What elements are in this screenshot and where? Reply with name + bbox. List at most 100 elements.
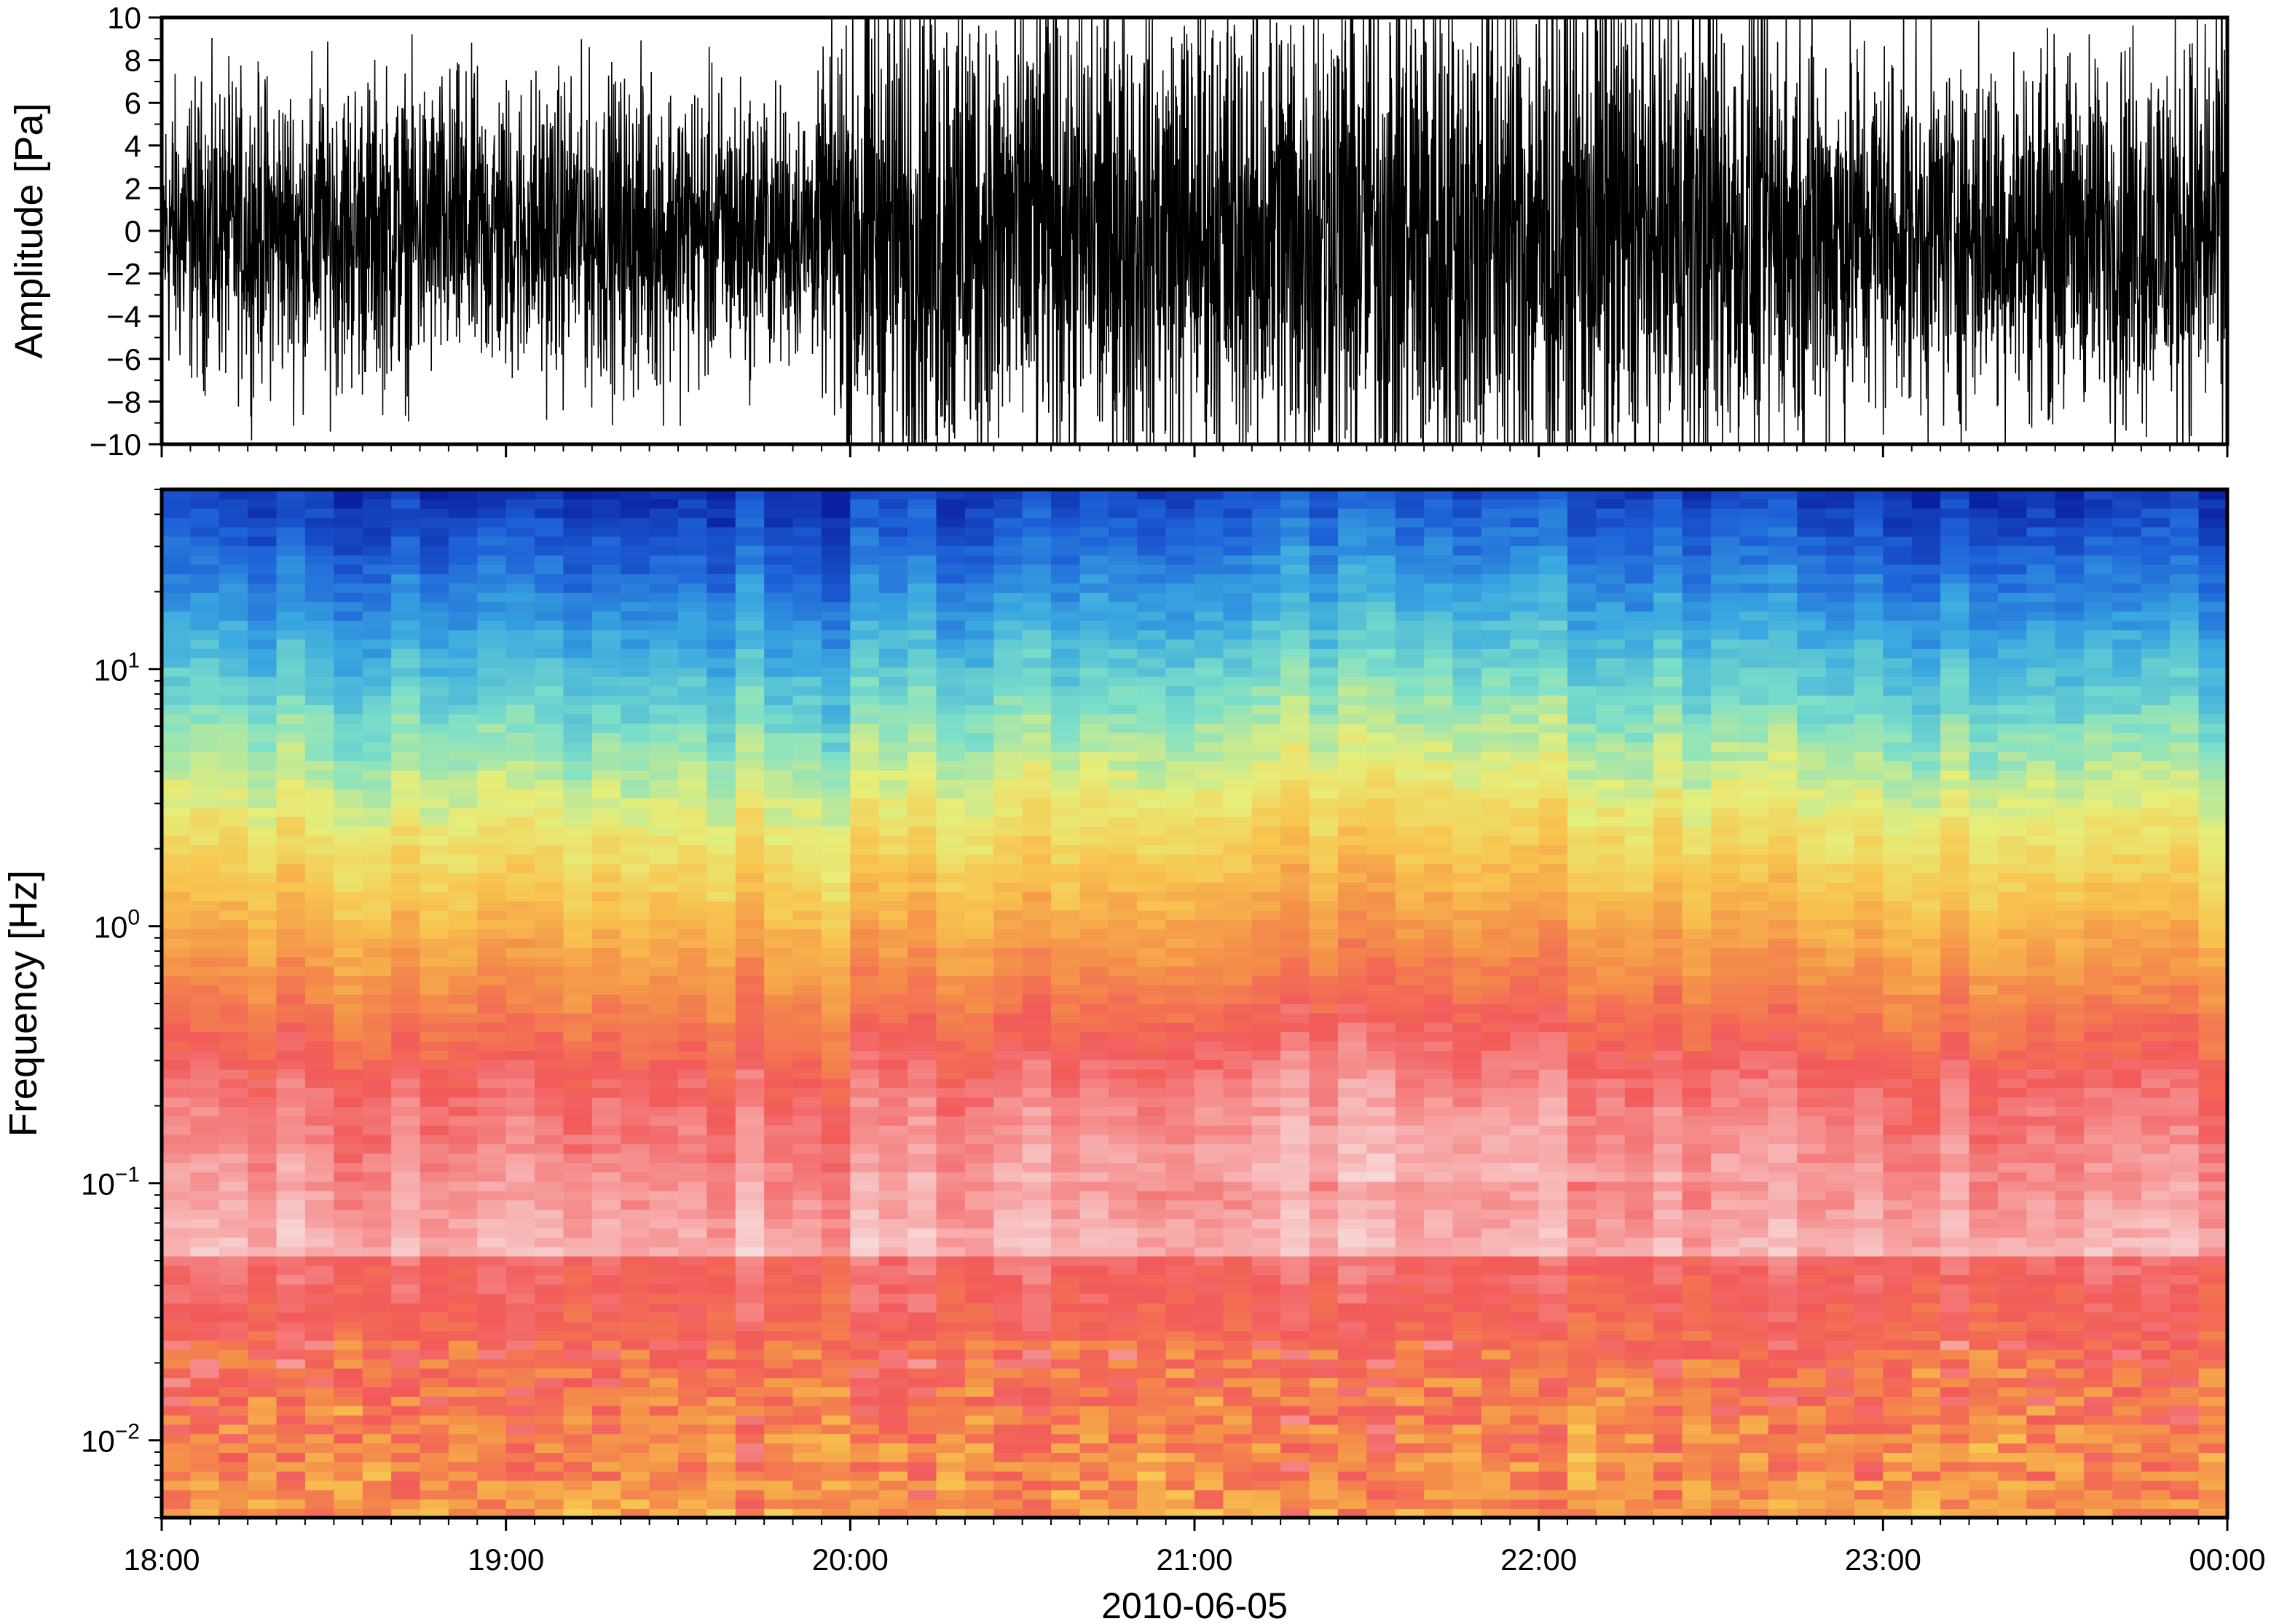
- spectrogram-cell: [964, 863, 995, 874]
- spectrogram-cell: [621, 620, 650, 631]
- spectrogram-cell: [591, 1499, 622, 1509]
- spectrogram-cell: [821, 666, 851, 677]
- spectrogram-cell: [535, 714, 564, 724]
- spectrogram-cell: [1309, 714, 1339, 724]
- spectrogram-cell: [1051, 1302, 1081, 1313]
- spectrogram-cell: [964, 1489, 995, 1500]
- spectrogram-cell: [649, 1284, 679, 1294]
- spectrogram-cell: [591, 732, 622, 743]
- spectrogram-cell: [850, 527, 880, 537]
- spectrogram-cell: [535, 573, 564, 584]
- spectrogram-cell: [448, 947, 479, 958]
- spectrogram-cell: [1194, 639, 1224, 650]
- spectrogram-cell: [821, 676, 851, 687]
- spectrogram-cell: [735, 900, 765, 911]
- spectrogram-cell: [1165, 714, 1195, 724]
- spectrogram-cell: [1251, 1060, 1281, 1070]
- spectrogram-cell: [391, 760, 421, 770]
- spectrogram-cell: [792, 1068, 822, 1079]
- spectrogram-cell: [1280, 1041, 1310, 1051]
- spectrogram-cell: [993, 1443, 1023, 1453]
- spectrogram-cell: [1051, 816, 1081, 827]
- spectrogram-cell: [1165, 658, 1195, 668]
- spectrogram-cell: [1051, 1480, 1081, 1491]
- spectrogram-cell: [190, 1396, 220, 1406]
- spectrogram-cell: [563, 1312, 593, 1323]
- spectrogram-cell: [649, 1405, 679, 1416]
- spectrogram-cell: [1251, 1433, 1281, 1444]
- spectrogram-cell: [735, 620, 765, 631]
- spectrogram-cell: [362, 602, 392, 612]
- spectrogram-cell: [1337, 1470, 1368, 1481]
- spectrogram-cell: [707, 1199, 736, 1210]
- spectrogram-cell: [850, 1106, 880, 1116]
- spectrogram-cell: [248, 966, 278, 977]
- spectrogram-cell: [248, 947, 278, 958]
- spectrogram-cell: [1280, 1209, 1310, 1220]
- spectrogram-cell: [1108, 1068, 1138, 1079]
- spectrogram-cell: [505, 648, 535, 658]
- spectrogram-cell: [591, 770, 622, 780]
- spectrogram-cell: [908, 910, 937, 921]
- spectrogram-cell: [649, 545, 679, 556]
- spectrogram-cell: [649, 1433, 679, 1444]
- spectrogram-cell: [1137, 1396, 1167, 1406]
- spectrogram-cell: [391, 1106, 421, 1116]
- spectrogram-cell: [964, 639, 995, 650]
- spectrogram-cell: [190, 882, 220, 892]
- spectrogram-cell: [878, 1022, 908, 1033]
- spectrogram-cell: [908, 1209, 937, 1220]
- spectrogram-cell: [362, 891, 392, 902]
- spectrogram-cell: [1223, 779, 1253, 789]
- spectrogram-cell: [1337, 1489, 1368, 1500]
- spectrogram-cell: [420, 1489, 449, 1500]
- spectrogram-cell: [1223, 741, 1253, 752]
- spectrogram-cell: [764, 1172, 794, 1182]
- spectrogram-cell: [707, 545, 736, 556]
- spectrogram-cell: [707, 788, 736, 799]
- spectrogram-cell: [448, 1004, 479, 1014]
- spectrogram-cell: [248, 1124, 278, 1135]
- spectrogram-cell: [936, 722, 966, 733]
- spectrogram-cell: [707, 844, 736, 855]
- spectrogram-cell: [362, 592, 392, 602]
- spectrogram-cell: [1395, 1368, 1425, 1379]
- spectrogram-cell: [1165, 1041, 1195, 1051]
- spectrogram-cell: [964, 966, 995, 977]
- spectrogram-cell: [391, 751, 421, 762]
- spectrogram-cell: [1165, 1302, 1195, 1313]
- spectrogram-cell: [678, 1190, 708, 1201]
- spectrogram-cell: [1309, 498, 1339, 509]
- spectrogram-cell: [505, 760, 535, 770]
- spectrogram-cell: [936, 947, 966, 958]
- spectrogram-cell: [1395, 714, 1425, 724]
- spectrogram-cell: [420, 1377, 449, 1388]
- spectrogram-cell: [621, 788, 650, 799]
- spectrogram-cell: [334, 1106, 363, 1116]
- spectrogram-cell: [1309, 1368, 1339, 1379]
- spectrogram-cell: [1051, 1068, 1081, 1079]
- spectrogram-cell: [505, 732, 535, 743]
- spectrogram-cell: [448, 1387, 479, 1397]
- spectrogram-cell: [936, 732, 966, 743]
- spectrogram-cell: [190, 1078, 220, 1089]
- spectrogram-cell: [908, 583, 937, 593]
- spectrogram-cell: [908, 1508, 937, 1518]
- spectrogram-cell: [1366, 1153, 1396, 1164]
- spectrogram-cell: [563, 863, 593, 874]
- spectrogram-cell: [477, 807, 507, 818]
- spectrogram-cell: [993, 872, 1023, 883]
- spectrogram-cell: [1137, 648, 1167, 658]
- spectrogram-cell: [1108, 1499, 1138, 1509]
- spectrogram-cell: [1223, 1180, 1253, 1191]
- spectrogram-cell: [993, 1396, 1023, 1406]
- spectrogram-cell: [1022, 573, 1052, 584]
- spectrogram-cell: [505, 1143, 535, 1154]
- spectrogram-cell: [735, 1153, 765, 1164]
- spectrogram-cell: [1251, 1218, 1281, 1229]
- spectrogram-cell: [362, 732, 392, 743]
- spectrogram-cell: [1165, 1031, 1195, 1042]
- spectrogram-cell: [936, 1004, 966, 1014]
- spectrogram-cell: [649, 1508, 679, 1518]
- spectrogram-cell: [448, 1321, 479, 1332]
